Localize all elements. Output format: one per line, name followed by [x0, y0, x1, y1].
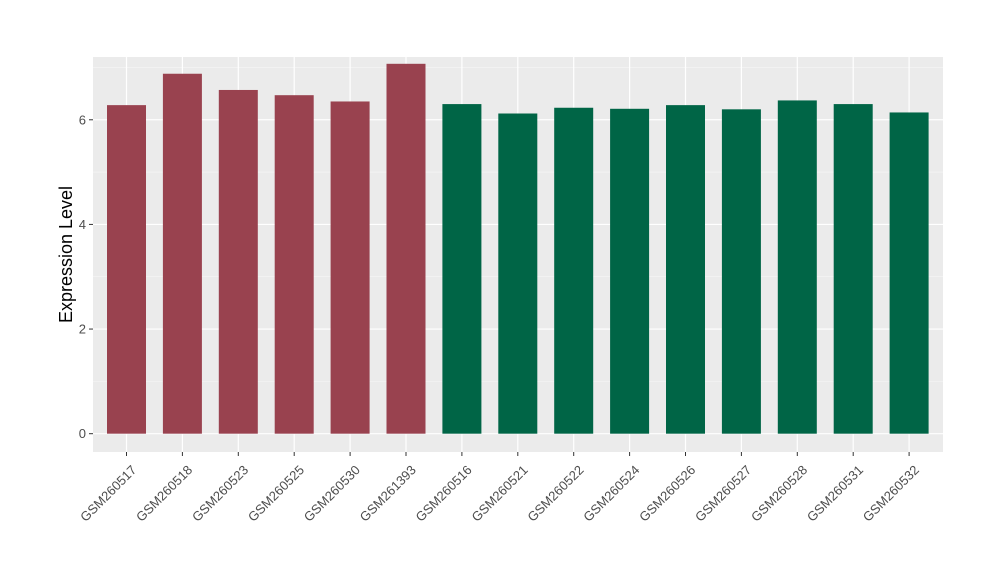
y-tick-label: 2: [79, 322, 86, 337]
y-tick-label: 6: [79, 112, 86, 127]
x-tick-label: GSM260522: [524, 462, 586, 524]
bar-GSM260518: [162, 73, 202, 434]
x-axis: GSM260517GSM260518GSM260523GSM260525GSM2…: [77, 452, 922, 525]
x-tick-label: GSM260527: [692, 462, 754, 524]
bars: [107, 63, 929, 434]
x-tick-label: GSM260528: [748, 462, 810, 524]
y-tick-label: 0: [79, 426, 86, 441]
y-axis-title: Expression Level: [56, 186, 76, 323]
bar-GSM260525: [274, 95, 314, 434]
x-tick-label: GSM260517: [77, 462, 139, 524]
bar-GSM260531: [833, 104, 873, 434]
x-tick-label: GSM260531: [804, 462, 866, 524]
bar-GSM260516: [442, 104, 482, 434]
x-tick-label: GSM260530: [301, 462, 363, 524]
bar-GSM260532: [889, 112, 929, 434]
bar-GSM260523: [218, 89, 258, 434]
y-axis: 0 2 4 6: [79, 112, 93, 441]
bar-GSM260521: [498, 113, 538, 434]
bar-GSM260517: [107, 105, 146, 434]
bar-GSM260530: [330, 101, 370, 434]
x-tick-label: GSM260521: [468, 462, 530, 524]
bar-GSM260524: [610, 108, 650, 434]
x-tick-label: GSM261393: [357, 462, 419, 524]
x-tick-label: GSM260526: [636, 462, 698, 524]
x-tick-label: GSM260524: [580, 462, 642, 524]
bar-GSM260522: [554, 107, 594, 434]
bar-GSM260527: [721, 109, 761, 434]
x-tick-label: GSM260532: [860, 462, 922, 524]
x-tick-label: GSM260525: [245, 462, 307, 524]
x-tick-label: GSM260518: [133, 462, 195, 524]
x-tick-label: GSM260523: [189, 462, 251, 524]
bar-GSM261393: [386, 63, 426, 434]
y-tick-label: 4: [79, 217, 86, 232]
bar-GSM260526: [666, 105, 705, 434]
x-tick-label: GSM260516: [413, 462, 475, 524]
bar-GSM260528: [777, 100, 817, 434]
